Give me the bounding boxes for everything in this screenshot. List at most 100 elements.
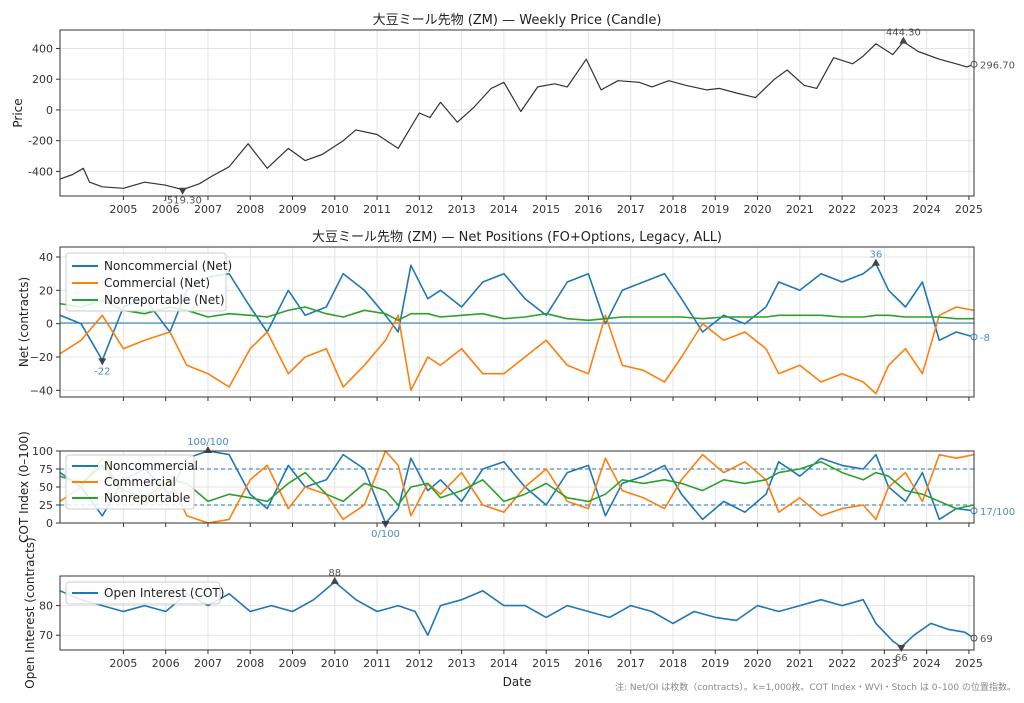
open-interest-panel: 70 80 2005 2006 2007 2008 2009 2010 2011 2012 201…: [23, 537, 993, 689]
y-tick-label: 20: [39, 284, 53, 297]
price-title: 大豆ミール先物 (ZM) — Weekly Price (Candle): [373, 13, 662, 28]
min-marker: [98, 358, 107, 366]
x-tick-label: 2014: [490, 203, 518, 216]
x-tick-label: 2008: [236, 203, 264, 216]
price-panel: 大豆ミール先物 (ZM) — Weekly Price (Candle) -40…: [11, 13, 1015, 216]
cot-x-ticks: [122, 523, 970, 527]
cot-index-panel: 0 25 50 75 100 100/100 0/100 17/100 COT Index …: [17, 431, 1015, 543]
x-tick-label: 2006: [152, 203, 180, 216]
x-tick-label: 2020: [744, 203, 772, 216]
y-tick-label: 400: [32, 42, 53, 55]
net-positions-title: 大豆ミール先物 (ZM) — Net Positions (FO+Options…: [312, 230, 722, 245]
x-tick-label: 2025: [955, 657, 983, 670]
y-tick-label: −40: [30, 384, 53, 397]
price-x-ticks: 2005 2006 2007 2008 2009 2010 2011 2012 2013 2014…: [109, 196, 983, 216]
net-legend-label-nonreportable: Nonreportable (Net): [104, 293, 225, 307]
max-value-label: 88: [328, 568, 341, 579]
net-series: [59, 262, 975, 395]
net-legend: Noncommercial (Net) Commercial (Net) Non…: [65, 252, 232, 312]
x-tick-label: 2011: [363, 657, 391, 670]
min-value-label: 66: [895, 653, 908, 664]
cot-legend-label-noncommercial: Noncommercial: [104, 459, 198, 473]
min-marker: [178, 187, 187, 195]
x-tick-label: 2013: [448, 657, 476, 670]
x-tick-label: 2009: [279, 657, 307, 670]
y-tick-label: 100: [32, 445, 53, 458]
oi-legend: Open Interest (COT): [65, 581, 224, 605]
x-tick-label: 2015: [532, 203, 560, 216]
net-y-ticks: −40 −20 0 20 40: [30, 251, 60, 397]
x-tick-label: 2020: [744, 657, 772, 670]
y-tick-label: 70: [39, 629, 53, 642]
series-line-price: [59, 41, 975, 191]
net-positions-panel: 大豆ミール先物 (ZM) — Net Positions (FO+Options…: [17, 230, 990, 401]
y-tick-label: -400: [28, 165, 53, 178]
y-tick-label: −20: [30, 351, 53, 364]
x-tick-label: 2010: [321, 203, 349, 216]
net-y-axis-label: Net (contracts): [17, 277, 31, 367]
y-tick-label: 50: [39, 481, 53, 494]
x-tick-label: 2005: [109, 657, 137, 670]
x-tick-label: 2017: [617, 203, 645, 216]
net-plot-frame: [59, 246, 975, 398]
y-tick-label: 80: [39, 600, 53, 613]
x-tick-label: 2006: [152, 657, 180, 670]
y-tick-label: 40: [39, 251, 53, 264]
min-value-label: -22: [94, 366, 110, 377]
price-y-axis-label: Price: [11, 98, 25, 127]
cot-series: [59, 450, 975, 524]
oi-y-ticks: 70 80: [39, 600, 60, 642]
y-tick-label: 200: [32, 73, 53, 86]
x-tick-label: 2011: [363, 203, 391, 216]
y-tick-label: 0: [46, 517, 53, 530]
x-tick-label: 2018: [659, 657, 687, 670]
net-legend-label-noncommercial: Noncommercial (Net): [104, 259, 232, 273]
oi-series: [59, 581, 975, 648]
y-tick-label: 0: [46, 104, 53, 117]
x-tick-label: 2022: [828, 657, 856, 670]
x-tick-label: 2007: [194, 203, 222, 216]
x-tick-label: 2023: [870, 657, 898, 670]
oi-plot-frame: [59, 575, 975, 651]
price-gridlines: [60, 30, 974, 196]
max-marker: [871, 258, 880, 266]
x-tick-label: 2018: [659, 203, 687, 216]
cot-y-axis-label: COT Index (0–100): [17, 431, 31, 543]
x-axis-label: Date: [503, 675, 532, 689]
net-x-ticks: [122, 397, 970, 401]
x-tick-label: 2005: [109, 203, 137, 216]
series-line-commercial: [59, 450, 975, 524]
last-value-label: 69: [980, 634, 993, 645]
series-line-nonreportable-net-: [59, 299, 974, 322]
x-tick-label: 2016: [574, 203, 602, 216]
last-value-label: 17/100: [980, 507, 1015, 518]
series-line-noncommercial-net-: [59, 262, 975, 362]
footnote: 注: Net/OI は枚数（contracts）。k=1,000枚。COT In…: [615, 681, 1016, 693]
series-line-open-interest-cot-: [59, 581, 975, 648]
x-tick-label: 2012: [405, 203, 433, 216]
max-value-label: 444.30: [886, 28, 921, 39]
x-tick-label: 2024: [913, 657, 941, 670]
net-legend-box: [65, 252, 227, 312]
x-tick-label: 2023: [870, 203, 898, 216]
min-value-label: 0/100: [371, 529, 400, 540]
max-value-label: 36: [870, 250, 883, 261]
price-y-ticks: -400 -200 0 200 400: [28, 42, 60, 178]
last-value-label: -8: [980, 333, 990, 344]
oi-y-axis-label: Open Interest (contracts): [23, 537, 37, 688]
x-tick-label: 2025: [955, 203, 983, 216]
x-tick-label: 2019: [701, 657, 729, 670]
x-tick-label: 2015: [532, 657, 560, 670]
x-tick-label: 2014: [490, 657, 518, 670]
x-tick-label: 2010: [321, 657, 349, 670]
cot-plot-frame: [59, 450, 975, 524]
min-value-label: -519.30: [163, 196, 202, 207]
oi-legend-label: Open Interest (COT): [104, 586, 224, 600]
x-tick-label: 2021: [786, 657, 814, 670]
x-tick-label: 2008: [236, 657, 264, 670]
oi-legend-box: [65, 581, 221, 605]
x-tick-label: 2017: [617, 657, 645, 670]
cot-legend-box: [65, 454, 195, 510]
series-line-commercial-net-: [59, 306, 975, 395]
